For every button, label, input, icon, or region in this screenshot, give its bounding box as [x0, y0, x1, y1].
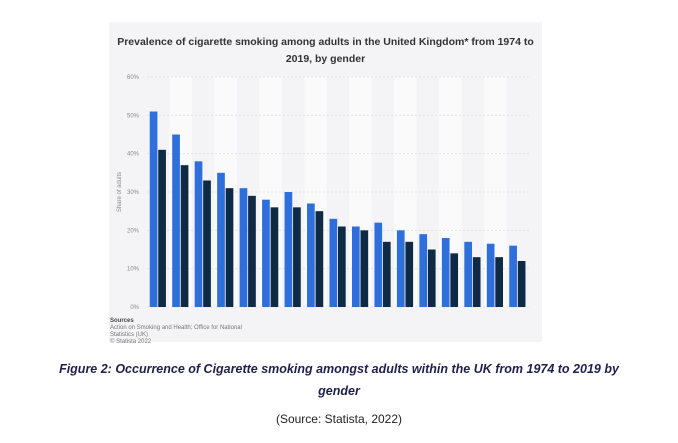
bar-series-1: [464, 241, 473, 307]
bar-series-2: [517, 261, 526, 307]
chart-title-line-1: Prevalence of cigarette smoking among ad…: [117, 36, 534, 48]
bar-series-1: [441, 238, 450, 307]
bar-series-1: [239, 188, 248, 307]
source-line-1: Action on Smoking and Health; Office for…: [110, 325, 242, 331]
y-tick-label: 20%: [127, 228, 140, 234]
bar-series-1: [307, 203, 315, 307]
source-line-2: Statistics (UK): [110, 332, 149, 338]
bar-series-2: [450, 253, 459, 307]
figure-caption-line-2: gender: [318, 384, 360, 398]
bar-series-2: [405, 241, 414, 307]
figure-caption: Figure 2: Occurrence of Cigarette smokin…: [0, 358, 678, 402]
bar-chart: 0% 10% 20% 30% 40% 50% 60% Share of adults: [117, 75, 529, 311]
bar-series-1: [284, 192, 293, 307]
chart-title: Prevalence of cigarette smoking among ad…: [109, 34, 542, 68]
chart-title-line-2: 2019, by gender: [285, 53, 366, 65]
y-tick-label: 10%: [127, 267, 140, 273]
figure-caption-line-1: Figure 2: Occurrence of Cigarette smokin…: [59, 362, 619, 376]
source-line-3: © Statista 2022: [110, 339, 152, 345]
bar-series-2: [270, 207, 279, 307]
y-tick-label: 0%: [130, 305, 139, 311]
bar-series-2: [495, 257, 503, 307]
chart-panel: Prevalence of cigarette smoking among ad…: [109, 22, 542, 342]
bar-series-1: [329, 218, 338, 307]
y-tick-label: 50%: [127, 113, 140, 119]
bar-series-1: [396, 230, 405, 307]
bar-series-1: [217, 172, 225, 307]
bar-series-2: [180, 165, 189, 307]
bar-series-2: [360, 230, 369, 307]
bar-series-2: [203, 180, 211, 307]
bar-series-1: [172, 134, 180, 307]
bar-series-2: [472, 257, 481, 307]
bar-series-2: [382, 241, 391, 307]
bar-series-1: [194, 161, 203, 307]
y-tick-label: 40%: [127, 152, 140, 158]
bar-series-2: [315, 211, 324, 307]
source-heading: Sources: [110, 318, 134, 324]
y-tick-label: 60%: [127, 75, 140, 81]
bar-series-1: [262, 199, 270, 307]
bar-series-1: [419, 234, 428, 307]
bar-series-1: [351, 226, 360, 307]
bar-series-1: [509, 245, 517, 307]
bar-series-2: [338, 226, 346, 307]
bar-series-1: [486, 243, 495, 307]
chart-source: Sources Action on Smoking and Health; Of…: [110, 318, 242, 346]
bar-series-2: [225, 188, 234, 307]
bar-series-1: [374, 222, 383, 307]
y-axis-label: Share of adults: [117, 172, 123, 212]
y-tick-label: 30%: [127, 190, 140, 196]
bar-series-2: [158, 149, 166, 307]
bar-series-1: [149, 111, 158, 307]
source-note: (Source: Statista, 2022): [275, 412, 403, 426]
bar-series-2: [248, 195, 256, 307]
bar-series-2: [293, 207, 301, 307]
bar-series-2: [427, 249, 436, 307]
